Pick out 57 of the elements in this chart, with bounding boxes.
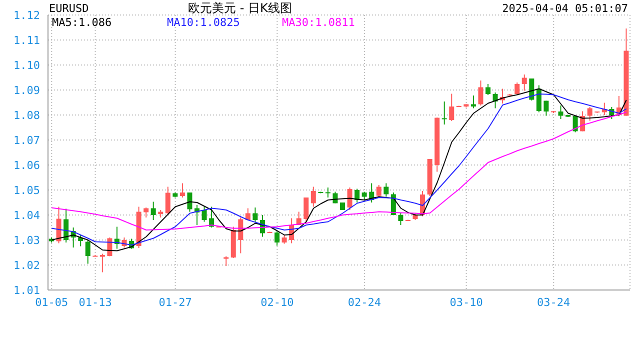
candlestick [144,207,149,218]
candlestick [572,115,578,133]
x-tick-label: 03-24 [537,296,571,309]
candlestick [100,253,105,273]
candlestick [310,186,316,208]
candlestick [56,206,62,244]
candlestick [347,187,352,210]
y-tick-label: 1.07 [14,134,40,147]
text: EURUSD [49,2,89,15]
x-tick-label: 01-05 [35,296,68,309]
candlestick [202,206,207,222]
candlestick [150,201,156,220]
y-tick-label: 1.10 [14,58,40,72]
candlestick [384,182,389,198]
candlestick [478,80,484,106]
x-tick-label: 01-13 [78,296,112,309]
candlestick [274,230,280,246]
candlestick [332,191,338,204]
text: MA30:1.0811 [282,16,356,29]
candlestick [544,100,549,116]
candlestick [486,84,490,96]
candlestick [514,82,520,95]
candlestick [376,184,382,198]
y-tick-label: 1.06 [14,158,40,172]
candlestick [224,256,229,266]
y-tick-label: 1.01 [14,284,40,297]
candlestick [325,187,330,198]
candlestick [165,186,170,214]
y-tick-label: 1.08 [14,108,40,122]
candlestick [558,105,564,120]
text: MA5:1.086 [52,16,113,29]
candlestick [398,212,404,226]
text: 2025-04-04 05:01:07 [502,2,628,15]
candlestick [354,188,360,203]
candlestick [536,84,542,113]
x-tick-label: 02-10 [260,296,294,309]
y-tick-label: 1.02 [14,258,40,272]
candlestick [85,240,90,264]
x-tick-label: 01-27 [158,296,192,309]
y-tick-label: 1.09 [14,84,40,97]
candlestick [587,106,592,122]
x-tick-label: 03-10 [450,296,483,309]
candlestick [449,93,454,122]
candlestick [304,197,309,222]
y-tick-label: 1.12 [14,8,40,22]
y-tick-label: 1.05 [14,184,40,197]
candlestick [252,207,258,223]
candlestick [187,192,192,212]
text: MA10:1.0825 [167,16,241,29]
candlestick [522,74,527,92]
y-tick-label: 1.11 [14,34,40,47]
candlestick [180,182,185,198]
y-tick-label: 1.03 [14,234,40,247]
x-tick-label: 02-24 [348,296,382,309]
chart-title: 欧元美元 - 日K线图 [188,0,292,17]
y-tick-label: 1.04 [14,208,40,222]
candlestick [442,101,447,125]
